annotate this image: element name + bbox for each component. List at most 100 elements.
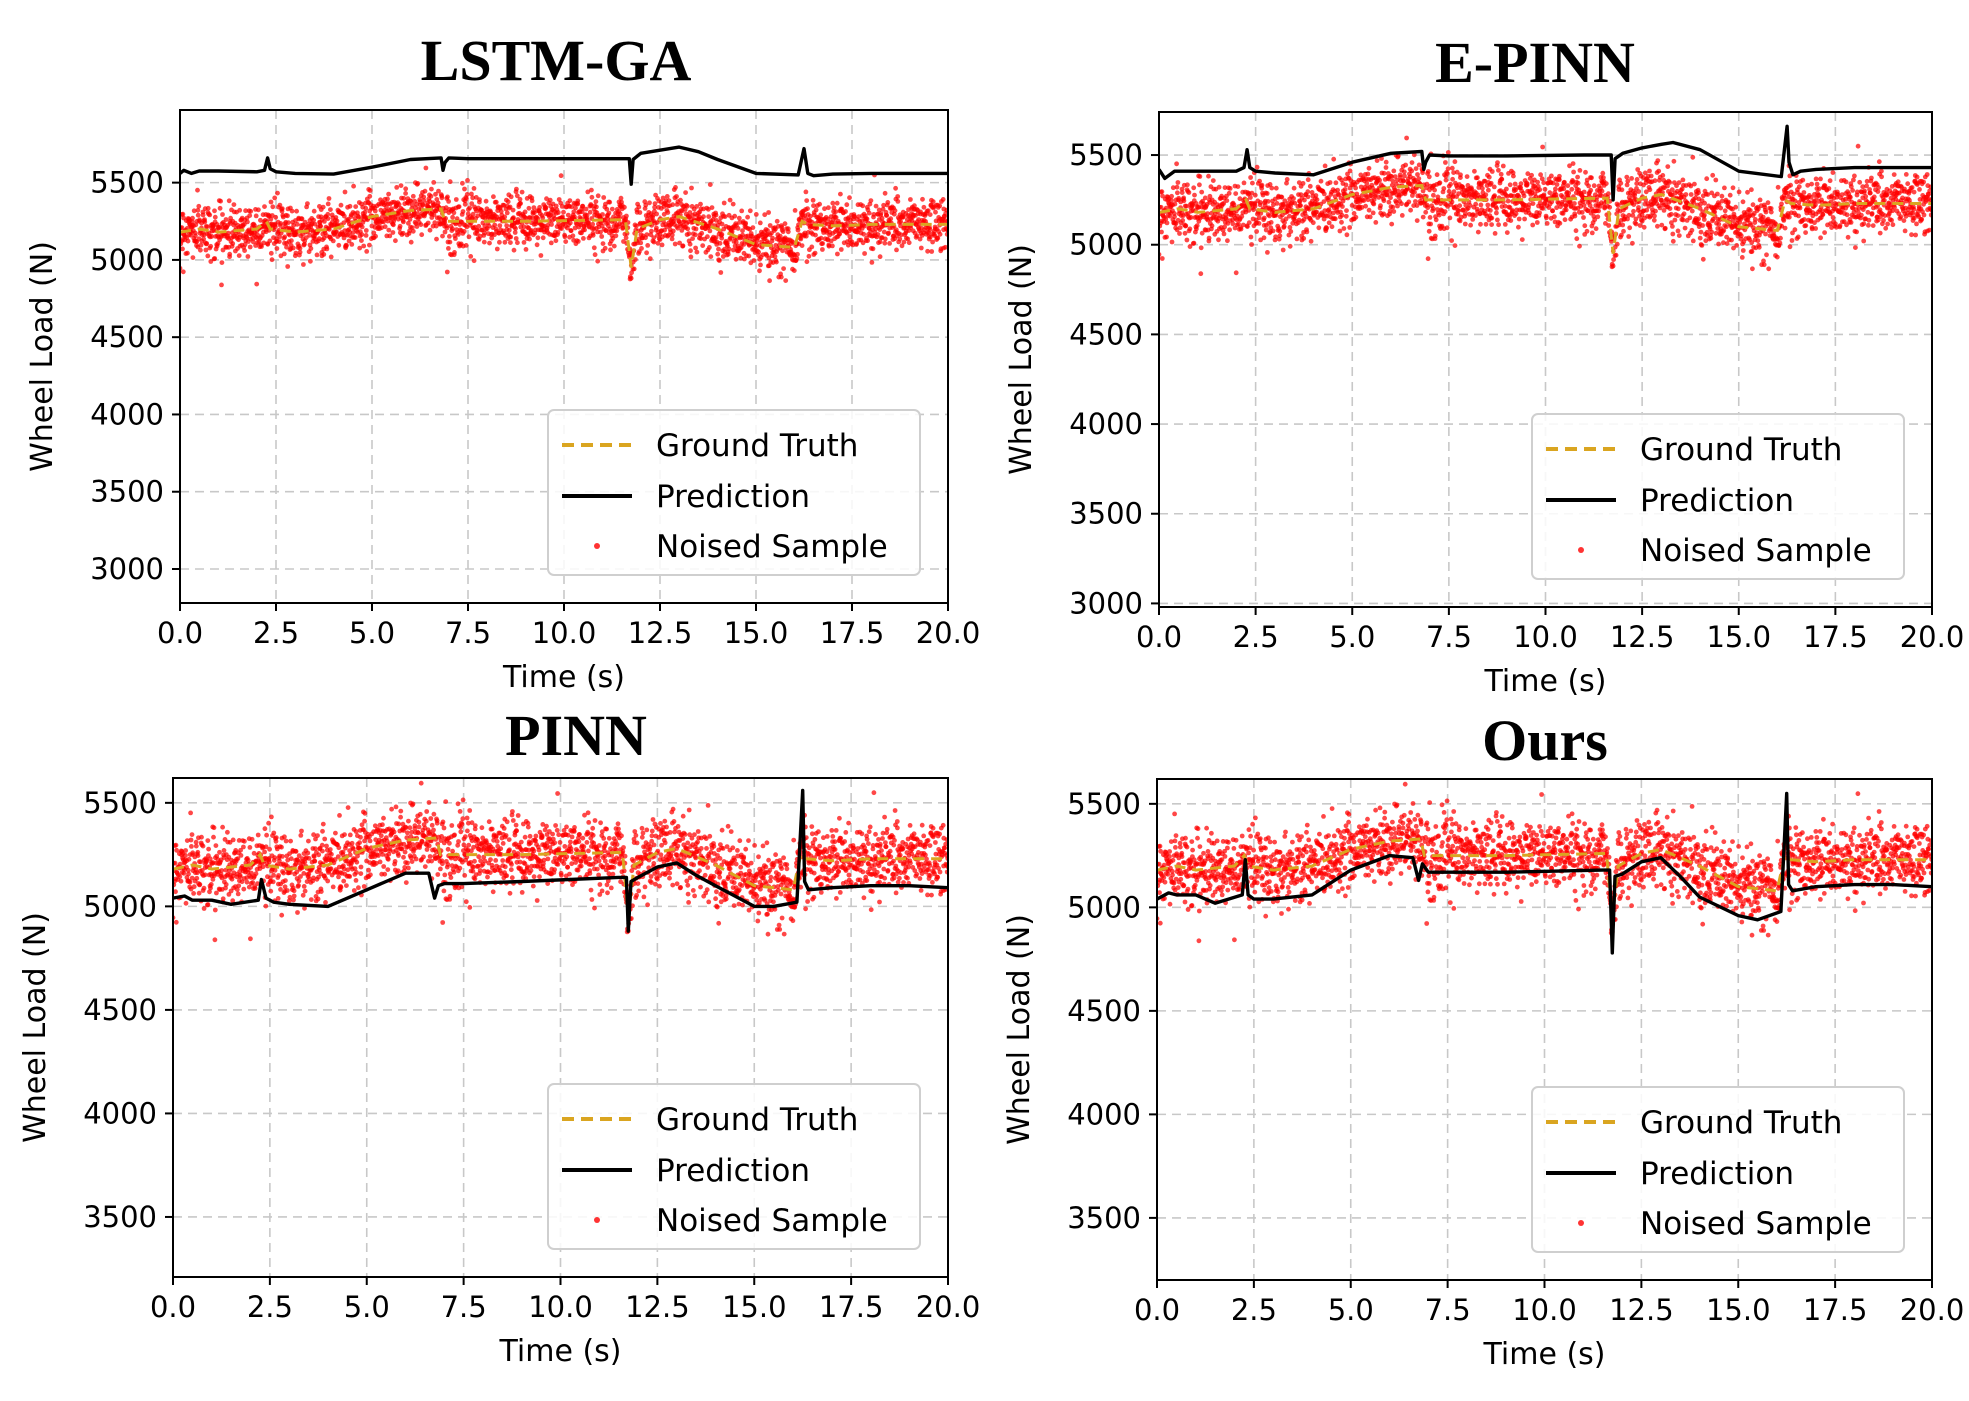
noised-sample-point bbox=[877, 239, 883, 245]
noised-sample-point bbox=[1373, 192, 1378, 198]
noised-sample-point bbox=[1462, 221, 1468, 227]
noised-sample-point bbox=[391, 222, 396, 228]
noised-sample-point bbox=[1814, 181, 1820, 187]
noised-sample-point bbox=[1786, 214, 1792, 220]
noised-sample-point bbox=[1507, 182, 1513, 188]
noised-sample-point bbox=[1697, 206, 1703, 211]
noised-sample-point bbox=[1259, 182, 1265, 188]
noised-sample-point bbox=[396, 202, 402, 207]
noised-sample-point bbox=[777, 233, 783, 239]
noised-sample-point bbox=[1682, 225, 1688, 231]
noised-sample-point bbox=[1736, 189, 1742, 195]
noised-sample-point bbox=[367, 193, 373, 199]
x-tick-label: 2.5 bbox=[253, 616, 299, 650]
noised-sample-point bbox=[556, 197, 562, 202]
noised-sample-point bbox=[589, 194, 595, 200]
noised-sample-point bbox=[1870, 223, 1876, 229]
noised-sample-point bbox=[502, 214, 508, 220]
noised-sample-point bbox=[1719, 193, 1725, 199]
noised-sample-point bbox=[1794, 179, 1800, 185]
noised-sample-point bbox=[1690, 238, 1696, 244]
noised-sample-point bbox=[1340, 204, 1345, 209]
noised-sample-point bbox=[1239, 214, 1245, 219]
noised-sample-point bbox=[719, 235, 725, 241]
noised-sample-point bbox=[1516, 194, 1522, 200]
noised-sample-point bbox=[514, 186, 519, 192]
noised-sample-point bbox=[202, 219, 208, 225]
noised-sample-point bbox=[1408, 182, 1414, 187]
noised-sample-point bbox=[773, 243, 779, 248]
noised-sample-point bbox=[1544, 215, 1549, 221]
noised-sample-point bbox=[1296, 180, 1302, 186]
noised-sample-point bbox=[1756, 206, 1761, 212]
noised-sample-point bbox=[1566, 190, 1572, 196]
y-axis-label: Wheel Load (N) bbox=[25, 241, 60, 472]
noised-sample-point bbox=[1863, 194, 1869, 199]
noised-sample-point bbox=[781, 266, 786, 271]
noised-sample-point bbox=[927, 227, 933, 232]
noised-sample-point bbox=[198, 247, 203, 253]
noised-sample-point bbox=[195, 187, 200, 193]
noised-sample-point bbox=[1724, 224, 1729, 230]
noised-sample-point bbox=[1875, 189, 1881, 195]
noised-sample-point bbox=[183, 848, 189, 853]
noised-sample-point bbox=[1339, 219, 1344, 225]
noised-sample-point bbox=[1381, 211, 1387, 217]
noised-sample-point bbox=[917, 236, 923, 242]
noised-sample-point bbox=[1182, 230, 1188, 236]
noised-sample-point bbox=[589, 187, 594, 193]
noised-sample-point bbox=[1173, 221, 1179, 227]
noised-sample-point bbox=[1381, 198, 1387, 204]
noised-sample-point bbox=[1549, 173, 1554, 179]
plot-area bbox=[1159, 124, 1932, 277]
noised-sample-point bbox=[314, 252, 320, 258]
noised-sample-point bbox=[1169, 193, 1174, 199]
noised-sample-point bbox=[679, 228, 685, 233]
noised-sample-point bbox=[1297, 199, 1303, 205]
noised-sample-point bbox=[1577, 168, 1583, 173]
noised-sample-point bbox=[1216, 184, 1222, 190]
noised-sample-point bbox=[1583, 169, 1588, 175]
noised-sample-point bbox=[1620, 222, 1626, 228]
noised-sample-point bbox=[1265, 250, 1270, 255]
noised-sample-point bbox=[1287, 225, 1293, 230]
noised-sample-point bbox=[1629, 176, 1634, 181]
noised-sample-point bbox=[414, 224, 420, 229]
noised-sample-point bbox=[1202, 195, 1208, 201]
noised-sample-point bbox=[1473, 201, 1479, 207]
noised-sample-point bbox=[508, 240, 513, 246]
noised-sample-point bbox=[1567, 163, 1572, 169]
noised-sample-point bbox=[1206, 173, 1211, 179]
noised-sample-point bbox=[1579, 210, 1585, 215]
noised-sample-point bbox=[1412, 189, 1417, 195]
noised-sample-point bbox=[1820, 208, 1825, 214]
noised-sample-point bbox=[186, 856, 192, 862]
noised-sample-point bbox=[1269, 185, 1275, 191]
noised-sample-point bbox=[1689, 227, 1695, 233]
noised-sample-point bbox=[1480, 186, 1485, 191]
noised-sample-point bbox=[173, 889, 178, 895]
noised-sample-point bbox=[866, 210, 872, 216]
noised-sample-point bbox=[1386, 199, 1392, 205]
noised-sample-point bbox=[1450, 176, 1455, 182]
noised-sample-point bbox=[1508, 218, 1514, 224]
noised-sample-point bbox=[693, 232, 698, 238]
noised-sample-point bbox=[862, 223, 867, 229]
noised-sample-point bbox=[699, 230, 705, 236]
noised-sample-point bbox=[1441, 186, 1447, 191]
noised-sample-point bbox=[685, 203, 690, 209]
noised-sample-point bbox=[1321, 191, 1327, 197]
noised-sample-point bbox=[1468, 222, 1473, 228]
noised-sample-point bbox=[1502, 203, 1508, 209]
noised-sample-point bbox=[338, 202, 344, 208]
noised-sample-point bbox=[1327, 180, 1333, 185]
noised-sample-point bbox=[178, 878, 184, 884]
noised-sample-point bbox=[678, 197, 683, 203]
noised-sample-point bbox=[908, 197, 913, 202]
noised-sample-point bbox=[1456, 208, 1461, 214]
noised-sample-point bbox=[1914, 174, 1920, 180]
noised-sample-point bbox=[244, 235, 250, 241]
noised-sample-point bbox=[1845, 234, 1851, 240]
noised-sample-point bbox=[1892, 204, 1897, 210]
